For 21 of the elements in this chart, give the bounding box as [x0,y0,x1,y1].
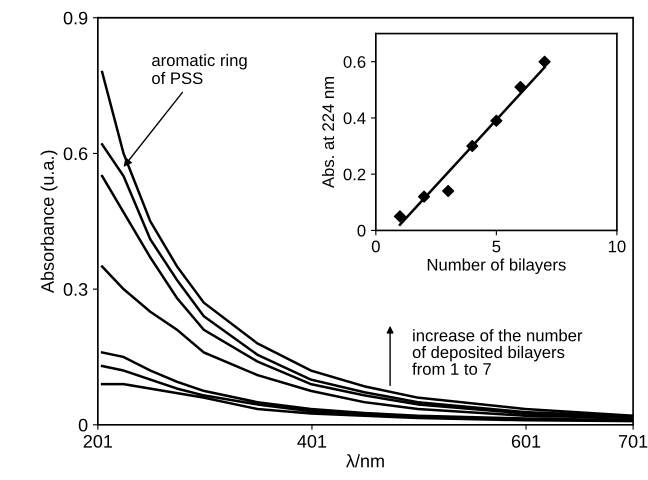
x-axis-title: Number of bilayers [428,258,566,274]
x-tick-label: 601 [512,435,540,448]
y-tick-label: 0.2 [344,168,366,180]
y-tick-label: 0.9 [64,12,88,24]
y-tick-label: 0 [358,224,366,237]
y-tick-label: 0.3 [64,283,88,296]
x-tick-label: 201 [84,435,112,448]
annotation: increase of the number of deposited bilayers from 1 to 7 [412,329,582,375]
x-tick-label: 701 [618,435,648,448]
x-tick-label: 401 [297,435,326,448]
y-tick-label: 0.6 [344,56,366,68]
x-tick-label: 5 [492,240,500,252]
y-axis-title: Abs. at 224 nm [322,77,334,188]
x-axis-title: λ/nm [346,454,384,468]
y-tick-label: 0.4 [344,112,366,124]
annotation: aromatic ring of PSS [152,54,247,84]
x-tick-label: 0 [372,240,380,252]
x-tick-label: 10 [608,240,626,252]
y-tick-label: 0.6 [64,147,88,160]
y-axis-title: Absorbance (u.a.) [40,150,58,293]
y-tick-label: 0 [78,418,88,432]
